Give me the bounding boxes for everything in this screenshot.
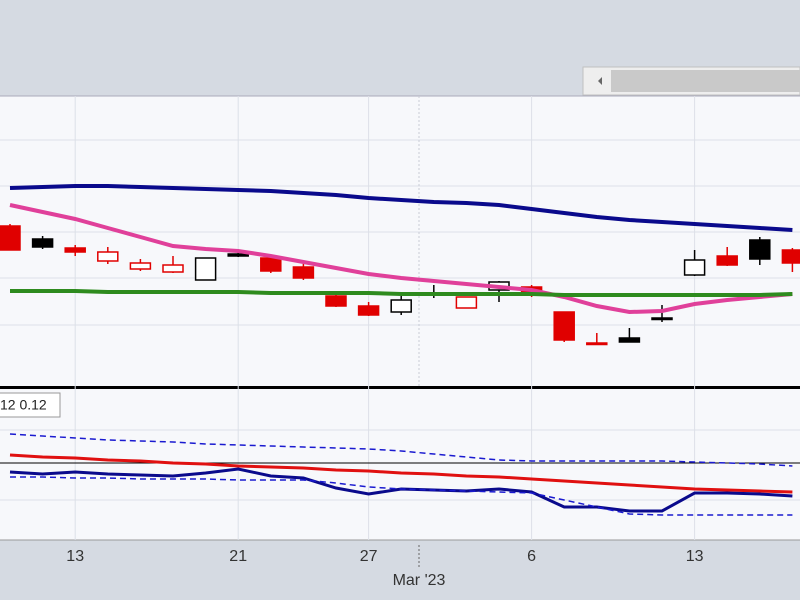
line-series (10, 476, 793, 516)
candle-body (683, 259, 706, 276)
candle (455, 296, 478, 309)
candle-body (260, 257, 282, 272)
candle-body (651, 317, 673, 321)
candle-body (325, 295, 347, 307)
line-series (9, 453, 793, 494)
candle-body (553, 311, 575, 341)
candle (129, 259, 152, 271)
candle-body (586, 342, 608, 346)
candle (618, 328, 641, 343)
candle (31, 236, 54, 249)
x-tick-label: 27 (360, 548, 378, 565)
candle (553, 311, 575, 342)
candle (194, 257, 217, 281)
line-series (9, 184, 793, 232)
candle (162, 256, 184, 273)
candle (716, 247, 738, 266)
candle (781, 248, 800, 272)
candle (357, 302, 380, 316)
candle (749, 237, 771, 265)
candle-body (162, 264, 184, 273)
line-series (10, 289, 793, 297)
scroll-thumb[interactable] (611, 70, 800, 92)
candle (0, 224, 21, 251)
candle-body (64, 247, 86, 253)
candle-body (97, 251, 119, 262)
scroll-left-arrow[interactable] (598, 77, 602, 85)
x-tick-label: 13 (66, 548, 84, 565)
legend-text: 12 0.12 (0, 397, 47, 413)
candle-body (781, 249, 800, 264)
candle-body (390, 299, 412, 313)
candle (64, 245, 86, 256)
period-label: Mar '23 (393, 572, 446, 589)
candle-body (227, 253, 249, 257)
x-tick-label: 21 (229, 548, 247, 565)
candle-body (618, 337, 641, 343)
line-series (9, 203, 793, 315)
candle (683, 250, 706, 276)
candle-body (749, 239, 771, 260)
candle-body (0, 225, 21, 251)
candle-body (357, 305, 380, 316)
candle-body (194, 257, 217, 281)
candle-body (455, 296, 478, 309)
indicator-panel (0, 389, 800, 540)
candle (390, 296, 412, 315)
candle-body (129, 262, 152, 270)
candle (586, 333, 608, 346)
candle-body (31, 238, 54, 248)
candle (651, 305, 673, 322)
x-tick-label: 13 (686, 548, 704, 565)
candle-body (292, 266, 315, 279)
x-tick-label: 6 (527, 548, 536, 565)
candle-body (716, 255, 738, 266)
main-panel (0, 96, 800, 386)
candle (260, 256, 282, 273)
line-series (9, 433, 793, 467)
candle (97, 247, 119, 264)
legend-box (0, 392, 61, 418)
candle (292, 264, 315, 280)
